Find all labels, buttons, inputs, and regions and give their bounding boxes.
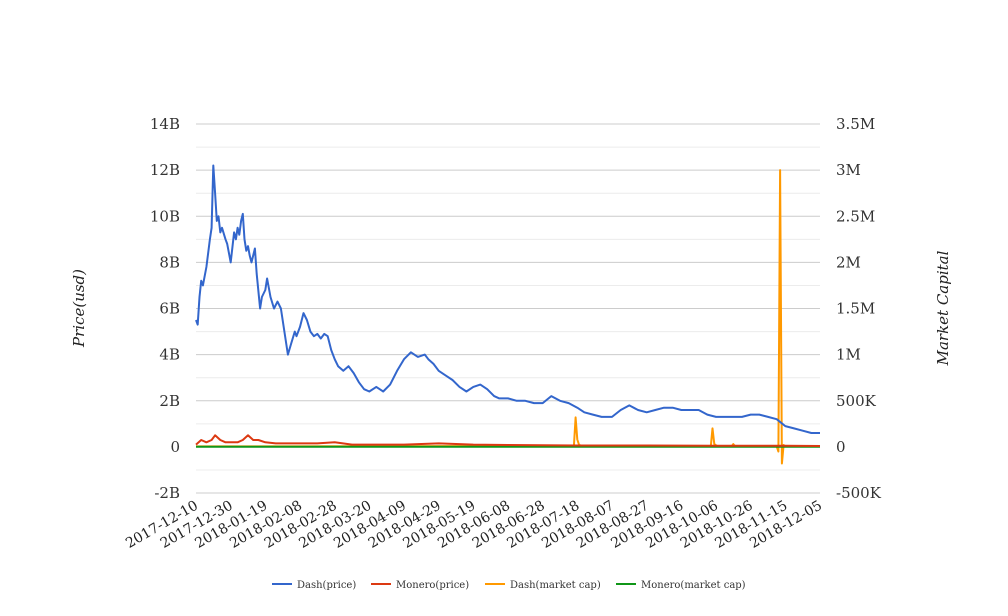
y-axis-right-title: Market Capital <box>934 250 952 366</box>
y-left-tick-label: 12B <box>150 161 180 179</box>
x-axis: 2017-12-102017-12-302018-01-192018-02-08… <box>123 498 825 552</box>
legend-label: Dash(market cap) <box>510 580 601 591</box>
y-left-tick-label: 0 <box>170 438 180 456</box>
y-right-tick-label: -500K <box>836 484 882 502</box>
legend-item[interactable]: Dash(price) <box>272 580 356 591</box>
series-line-dash-market-cap <box>195 169 820 465</box>
y-right-tick-label: 500K <box>836 392 877 410</box>
y-left-tick-label: 14B <box>150 115 180 133</box>
series-line-monero-price <box>195 434 821 447</box>
y-right-tick-label: 3.5M <box>836 115 875 133</box>
y-axis-right: -500K 0 500K 1M 1.5M 2M 2.5M 3M 3.5M <box>836 115 882 502</box>
legend-label: Monero(market cap) <box>641 580 746 591</box>
y-left-tick-label: 4B <box>159 346 180 364</box>
legend-item[interactable]: Dash(market cap) <box>485 580 601 591</box>
y-axis-left-title: Price(usd) <box>70 269 88 348</box>
gridlines <box>196 123 820 494</box>
legend-label: Monero(price) <box>396 580 469 591</box>
y-right-tick-label: 1M <box>836 346 861 364</box>
legend-label: Dash(price) <box>297 580 356 591</box>
y-right-tick-label: 2.5M <box>836 207 875 225</box>
y-left-tick-label: 8B <box>159 253 180 271</box>
y-axis-left: -2B 0 2B 4B 6B 8B 10B 12B 14B <box>150 115 180 502</box>
y-left-tick-label: 10B <box>150 207 180 225</box>
y-right-tick-label: 0 <box>836 438 846 456</box>
y-right-tick-label: 2M <box>836 253 861 271</box>
y-left-tick-label: 6B <box>159 300 180 318</box>
legend: Dash(price) Monero(price) Dash(market cap)… <box>272 580 746 591</box>
legend-item[interactable]: Monero(price) <box>371 580 469 591</box>
y-left-tick-label: 2B <box>159 392 180 410</box>
series-lines <box>195 164 821 465</box>
y-right-tick-label: 3M <box>836 161 861 179</box>
y-left-tick-label: -2B <box>154 484 180 502</box>
y-right-tick-label: 1.5M <box>836 300 875 318</box>
legend-item[interactable]: Monero(market cap) <box>616 580 746 591</box>
series-line-dash-price <box>195 164 820 434</box>
